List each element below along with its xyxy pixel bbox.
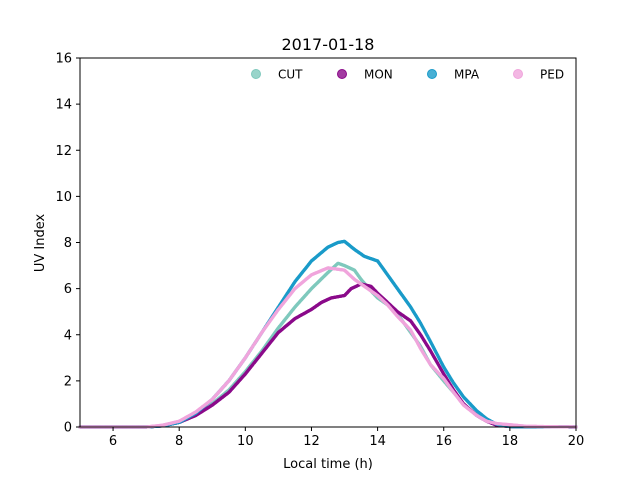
y-axis: 0 2 4 6 8 10 12 14 16 (55, 52, 80, 436)
x-tick-label: 6 (109, 434, 117, 449)
y-tick-label: 14 (55, 98, 72, 113)
x-tick-label: 14 (369, 434, 386, 449)
series-ped (78, 266, 578, 429)
legend-label: CUT (278, 68, 303, 82)
legend-marker (337, 69, 347, 79)
legend-marker (427, 69, 437, 79)
y-tick-label: 2 (64, 374, 72, 389)
legend-marker (513, 69, 523, 79)
legend-label: MPA (454, 68, 480, 82)
y-tick-label: 4 (64, 328, 72, 343)
x-tick-label: 12 (303, 434, 320, 449)
x-tick-label: 16 (435, 434, 452, 449)
legend-item-mon: MON (337, 68, 393, 82)
x-tick-label: 8 (175, 434, 183, 449)
y-tick-label: 0 (64, 421, 72, 436)
y-tick-label: 8 (64, 236, 72, 251)
chart-title: 2017-01-18 (282, 35, 375, 54)
legend-marker (251, 69, 261, 79)
legend-item-ped: PED (513, 68, 564, 82)
legend-label: MON (364, 68, 393, 82)
x-axis-label: Local time (h) (283, 457, 373, 472)
legend-label: PED (540, 68, 564, 82)
y-axis-label: UV Index (33, 214, 48, 273)
y-tick-label: 6 (64, 282, 72, 297)
x-tick-label: 18 (502, 434, 519, 449)
x-tick-label: 10 (237, 434, 254, 449)
y-tick-label: 16 (55, 52, 72, 67)
legend: CUT MON MPA PED (251, 68, 564, 82)
y-tick-label: 12 (55, 144, 72, 159)
x-tick-label: 20 (568, 434, 585, 449)
y-tick-label: 10 (55, 190, 72, 205)
legend-item-cut: CUT (251, 68, 303, 82)
legend-item-mpa: MPA (427, 68, 480, 82)
x-axis: 6 8 10 12 14 16 18 20 (109, 427, 584, 449)
